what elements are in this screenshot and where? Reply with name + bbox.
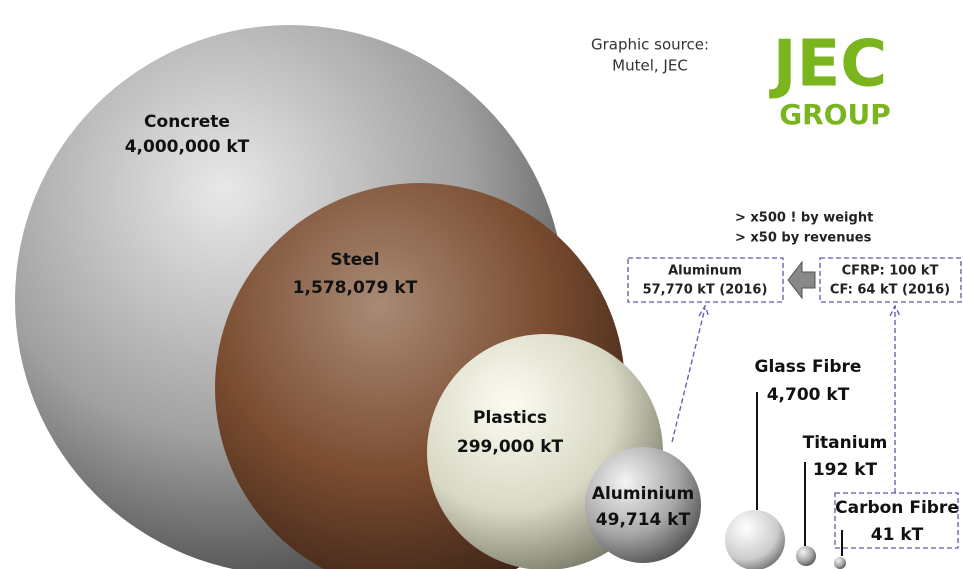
material-name: Titanium: [803, 433, 888, 453]
aluminium-sphere: [585, 447, 701, 563]
material-amount: 49,714 kT: [596, 510, 691, 530]
link: [671, 307, 706, 443]
material-amount: 299,000 kT: [457, 437, 564, 457]
box-text: CFRP: 100 kT: [842, 264, 939, 279]
box-text: 57,770 kT (2016): [643, 283, 768, 298]
box: [819, 257, 962, 303]
material-name: Plastics: [473, 408, 547, 428]
arrow: [787, 260, 816, 300]
source: Graphic source:: [591, 36, 709, 54]
source: Mutel, JEC: [612, 57, 688, 75]
glass-sphere: [725, 510, 785, 569]
link: [698, 304, 710, 318]
material-name: Steel: [330, 250, 379, 270]
labels: Concrete 4,000,000 kT Steel 1,578,079 kT Pla…: [125, 112, 959, 545]
box: [834, 492, 959, 549]
carbon-sphere: [834, 557, 846, 569]
spheres: [15, 25, 846, 569]
box-text: Aluminum: [668, 264, 742, 279]
logo: JEC: [769, 28, 888, 102]
link: [889, 304, 901, 317]
material-name: Concrete: [144, 112, 230, 132]
material-name: Glass Fibre: [755, 357, 862, 377]
material-amount: 41 kT: [871, 525, 924, 545]
material-amount: 4,000,000 kT: [125, 137, 250, 157]
material-amount: 1,578,079 kT: [293, 278, 418, 298]
logo-sub: GROUP: [779, 98, 891, 131]
material-name: Aluminium: [592, 484, 694, 504]
box: [627, 257, 784, 303]
note: > x50 by revenues: [735, 231, 872, 246]
material-amount: 4,700 kT: [767, 385, 850, 405]
note: > x500 ! by weight: [735, 211, 873, 226]
material-amount: 192 kT: [813, 460, 878, 480]
box-text: CF: 64 kT (2016): [830, 283, 950, 298]
material-name: Carbon Fibre: [835, 498, 959, 518]
titanium-sphere: [796, 546, 816, 566]
